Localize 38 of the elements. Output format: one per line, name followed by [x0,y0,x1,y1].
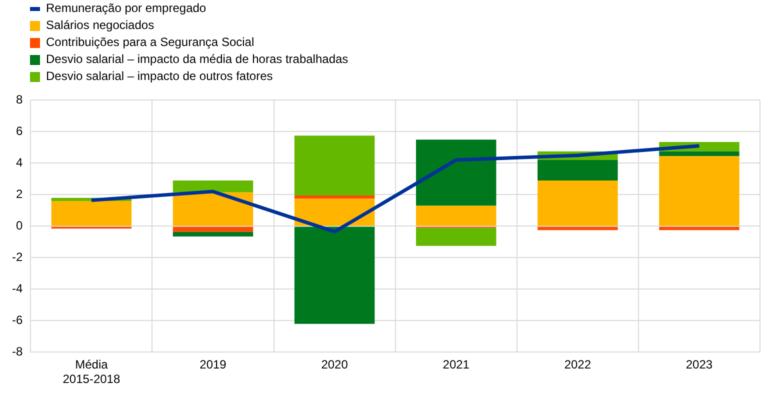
bar [538,160,618,181]
x-tick-label: 2019 [200,358,227,372]
bar [294,195,375,199]
y-tick-label: 4 [16,156,23,170]
y-tick-label: -6 [12,313,23,328]
bar [294,226,375,324]
y-tick-label: -2 [12,250,23,264]
y-tick-label: -4 [12,282,23,296]
bar [416,206,496,226]
bar [172,180,254,192]
y-tick-label: 8 [16,92,23,107]
bar [416,140,496,206]
bar [172,226,254,232]
x-tick-label: Média 2015-2018 [62,358,120,386]
bar [538,180,618,226]
bar [659,156,740,226]
legend-label: Salários negociados [46,17,154,34]
legend-label: Remuneração por empregado [46,0,206,17]
bar [172,192,254,226]
x-tick-label: 2020 [321,358,348,372]
legend-label: Desvio salarial – impacto da média de horas trabalhadas [46,51,348,68]
bar [538,226,618,230]
bar [172,232,254,236]
bar [659,226,740,230]
y-tick-label: 0 [16,218,23,233]
bar [659,151,740,156]
x-tick-label: 2022 [564,358,592,372]
bar [416,228,496,246]
y-tick-label: -8 [12,344,23,359]
legend-label: Contribuições para a Segurança Social [46,34,254,51]
x-tick-label: 2021 [442,358,470,372]
bar [51,201,132,226]
y-tick-label: 6 [16,124,23,138]
x-tick-label: 2023 [686,358,713,372]
bar [294,198,375,226]
y-tick-label: 2 [16,187,23,202]
legend-label: Desvio salarial – impacto de outros fatores [46,68,273,85]
bar [294,136,375,196]
